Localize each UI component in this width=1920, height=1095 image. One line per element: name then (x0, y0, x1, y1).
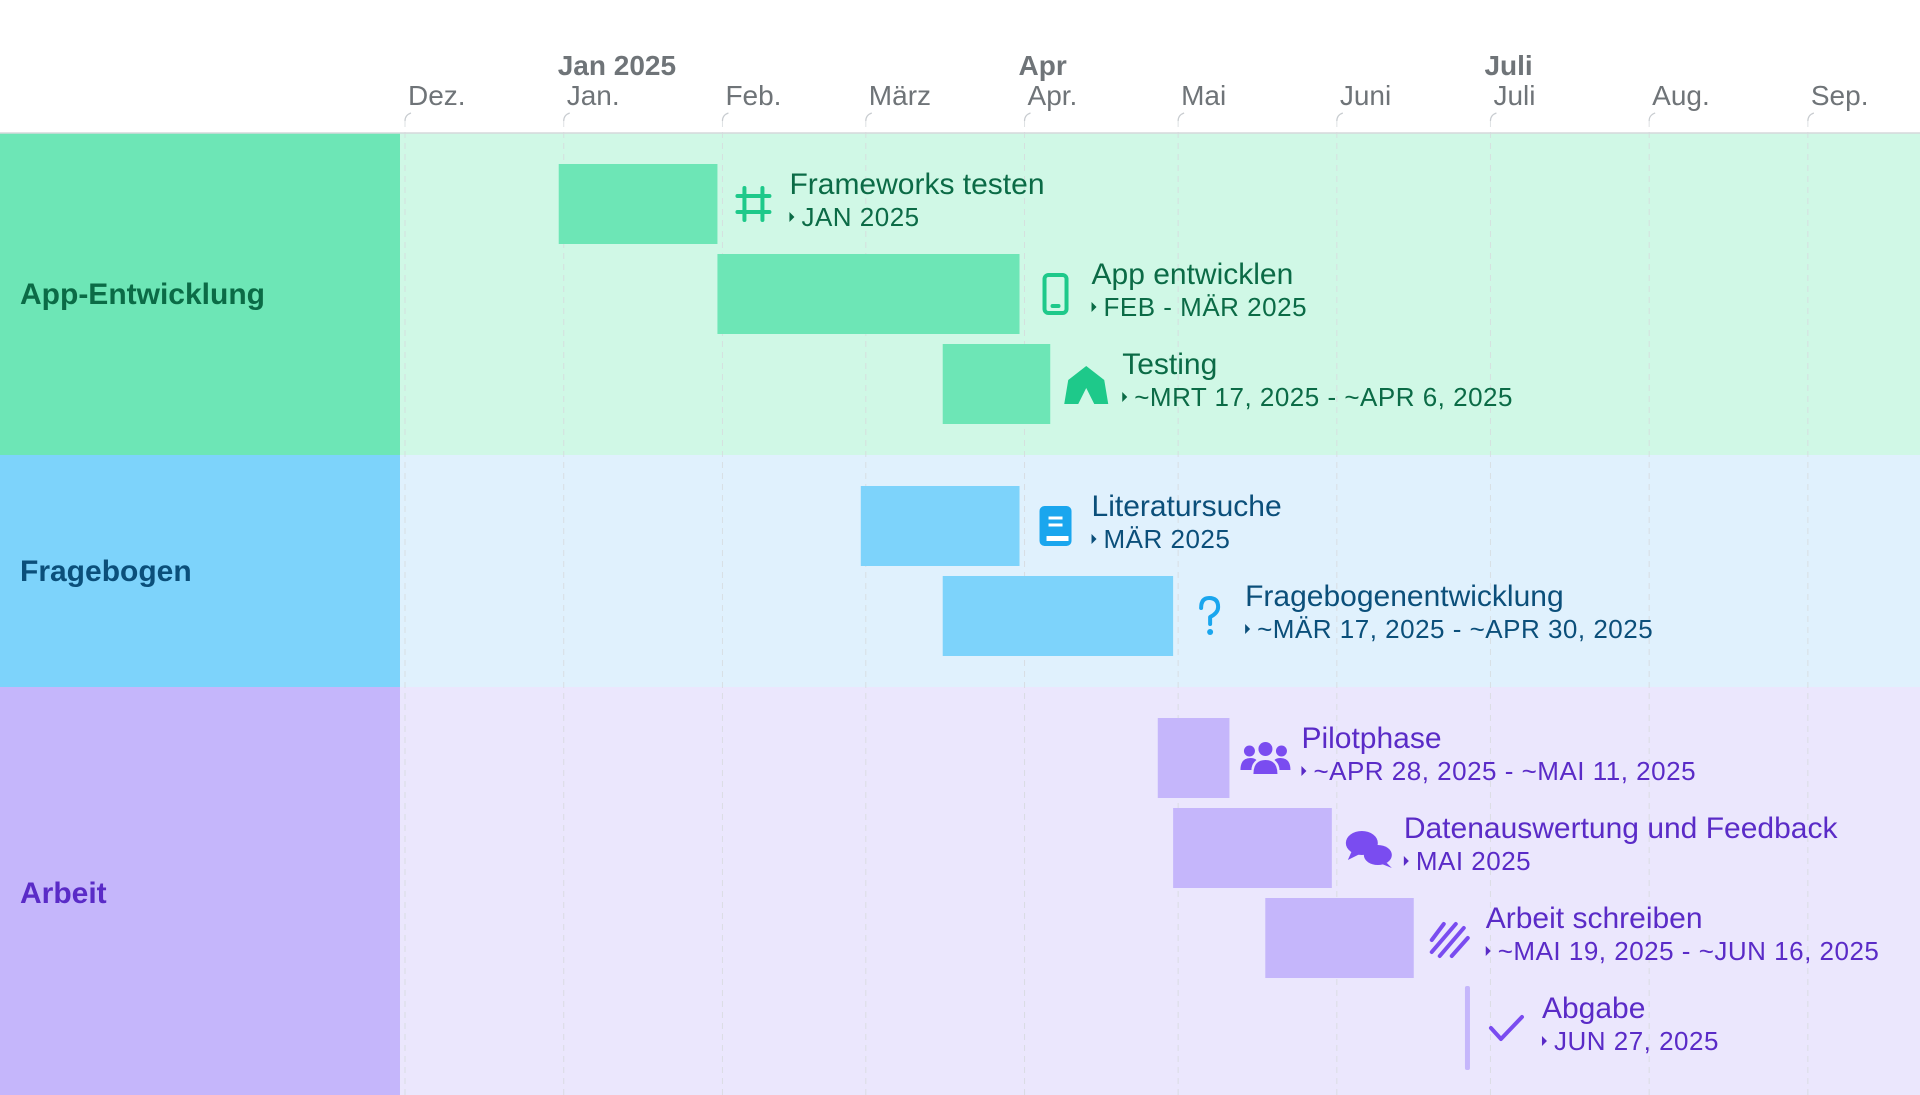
task-title: Datenauswertung und Feedback (1404, 812, 1839, 845)
month-label: Sep. (1811, 80, 1869, 111)
month-tick (1177, 112, 1185, 122)
timeline-upper-label: Jan 2025 (558, 50, 676, 81)
task-bar[interactable] (1157, 718, 1230, 798)
book-icon (1039, 506, 1072, 546)
group-label-cell (0, 687, 400, 1095)
caret-icon (1403, 856, 1409, 866)
month-tick (1336, 112, 1344, 122)
month-tick (404, 112, 412, 122)
group-label-cell (0, 133, 400, 455)
month-label: Juni (1340, 80, 1391, 111)
group-label-cell (0, 455, 400, 687)
month-label: Aug. (1652, 80, 1710, 111)
caret-icon (1541, 1036, 1547, 1046)
task-title: Arbeit schreiben (1486, 902, 1703, 935)
month-tick (1023, 112, 1031, 122)
task-date: ~MÄR 17, 2025 - ~APR 30, 2025 (1257, 614, 1653, 644)
task-bar[interactable] (942, 344, 1051, 424)
month-tick (721, 112, 729, 122)
task-date: ~MRT 17, 2025 - ~APR 6, 2025 (1134, 382, 1513, 412)
task-date: ~APR 28, 2025 - ~MAI 11, 2025 (1313, 756, 1696, 786)
task-title: Testing (1122, 348, 1217, 381)
month-label: März (869, 80, 931, 111)
task-title: Literatursuche (1092, 490, 1282, 523)
month-tick (1489, 112, 1497, 122)
task-date: FEB - MÄR 2025 (1104, 292, 1308, 322)
month-tick (1648, 112, 1656, 122)
caret-icon (1245, 624, 1251, 634)
group-label: Fragebogen (20, 555, 192, 588)
task-title: Fragebogenentwicklung (1245, 580, 1564, 613)
scribble-icon (1429, 922, 1470, 958)
tent-icon (1064, 366, 1109, 404)
task-bar[interactable] (558, 164, 718, 244)
task-date: ~MAI 19, 2025 - ~JUN 16, 2025 (1498, 936, 1880, 966)
caret-icon (1091, 302, 1097, 312)
question-icon (1199, 596, 1221, 635)
hashtag-icon (735, 186, 772, 222)
timeline-upper-label: Apr (1019, 50, 1067, 81)
caret-icon (1091, 534, 1097, 544)
smartphone-icon (1042, 273, 1069, 315)
group-label: Arbeit (20, 877, 107, 910)
caret-icon (1122, 392, 1128, 402)
task-bar[interactable] (860, 486, 1020, 566)
month-tick (563, 112, 570, 122)
users-icon (1240, 742, 1291, 774)
checkmark-icon (1488, 1015, 1524, 1041)
group-label: App-Entwicklung (20, 278, 265, 311)
task-date: JUN 27, 2025 (1554, 1026, 1719, 1056)
caret-icon (789, 212, 795, 222)
task-bar[interactable] (1265, 898, 1414, 978)
month-label: Apr. (1028, 80, 1078, 111)
caret-icon (1301, 766, 1307, 776)
task-title: Abgabe (1542, 992, 1645, 1025)
month-label: Dez. (408, 80, 466, 111)
task-date: JAN 2025 (801, 202, 919, 232)
month-label: Jan. (567, 80, 620, 111)
month-label: Feb. (725, 80, 781, 111)
task-bar[interactable] (1173, 808, 1332, 888)
month-tick (1807, 112, 1815, 122)
task-date: MÄR 2025 (1104, 524, 1231, 554)
month-label: Mai (1181, 80, 1226, 111)
task-title: Pilotphase (1301, 722, 1441, 755)
chat-icon (1345, 831, 1392, 868)
caret-icon (1485, 946, 1491, 956)
task-date: MAI 2025 (1416, 846, 1531, 876)
task-bar[interactable] (717, 254, 1020, 334)
milestone-marker[interactable] (1464, 986, 1470, 1070)
month-label: Juli (1493, 80, 1535, 111)
task-bar[interactable] (942, 576, 1174, 656)
month-tick (865, 112, 873, 122)
task-title: App entwicklen (1092, 258, 1294, 291)
task-title: Frameworks testen (789, 168, 1044, 201)
timeline-upper-label: Juli (1484, 50, 1532, 81)
